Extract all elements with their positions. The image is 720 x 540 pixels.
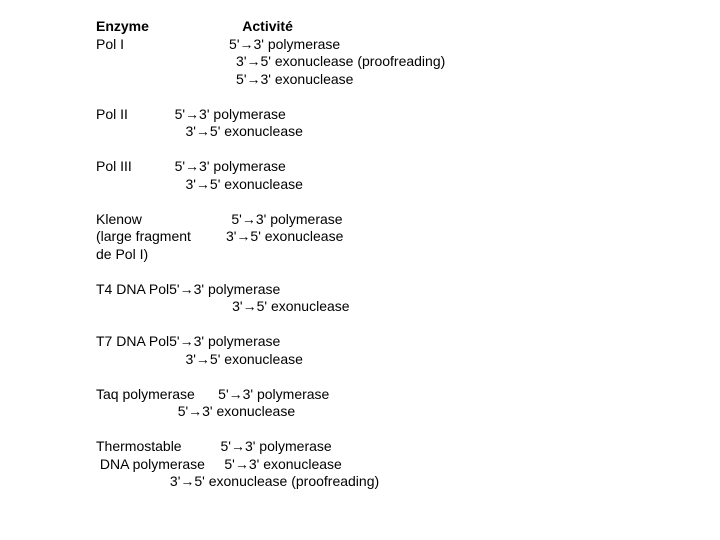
row-thermo-act2: 5'→3' exonuclease bbox=[224, 456, 341, 472]
row-t4-act1: 5'→3' polymerase bbox=[169, 281, 280, 297]
row-taq-name: Taq polymerase bbox=[96, 386, 195, 402]
row-thermo-act1: 5'→3' polymerase bbox=[221, 438, 332, 454]
row-t7-act1: 5'→3' polymerase bbox=[169, 333, 280, 349]
row-pol1-act3: 5'→3' exonuclease bbox=[236, 71, 353, 87]
header-activite: Activité bbox=[242, 18, 293, 34]
row-pol1-act1: 5'→3' polymerase bbox=[229, 36, 340, 52]
row-pol2-name: Pol II bbox=[96, 106, 128, 122]
row-klenow-act1: 5'→3' polymerase bbox=[231, 211, 342, 227]
header-enzyme: Enzyme bbox=[96, 18, 149, 34]
row-klenow-name: Klenow bbox=[96, 211, 142, 227]
row-klenow-name3: de Pol I) bbox=[96, 246, 148, 262]
row-t4-name: T4 DNA Pol bbox=[96, 281, 169, 297]
row-t7-act2: 3'→5' exonuclease bbox=[185, 351, 302, 367]
row-t7-name: T7 DNA Pol bbox=[96, 333, 169, 349]
row-klenow-name2: (large fragment bbox=[96, 228, 191, 244]
row-pol1-act2: 3'→5' exonuclease (proofreading) bbox=[236, 53, 445, 69]
enzyme-activity-text: Enzyme Activité Pol I 5'→3' polymerase 3… bbox=[0, 0, 720, 491]
row-taq-act1: 5'→3' polymerase bbox=[218, 386, 329, 402]
row-taq-act2: 5'→3' exonuclease bbox=[178, 403, 295, 419]
row-thermo-name1: Thermostable bbox=[96, 438, 182, 454]
row-thermo-act3: 3'→5' exonuclease (proofreading) bbox=[170, 473, 379, 489]
row-pol2-act2: 3'→5' exonuclease bbox=[185, 123, 302, 139]
row-t4-act2: 3'→5' exonuclease bbox=[232, 298, 349, 314]
row-pol3-name: Pol III bbox=[96, 158, 132, 174]
row-pol2-act1: 5'→3' polymerase bbox=[175, 106, 286, 122]
row-pol1-name: Pol I bbox=[96, 36, 124, 52]
row-pol3-act1: 5'→3' polymerase bbox=[175, 158, 286, 174]
row-thermo-name2: DNA polymerase bbox=[96, 456, 205, 472]
row-pol3-act2: 3'→5' exonuclease bbox=[185, 176, 302, 192]
row-klenow-act2: 3'→5' exonuclease bbox=[226, 228, 343, 244]
